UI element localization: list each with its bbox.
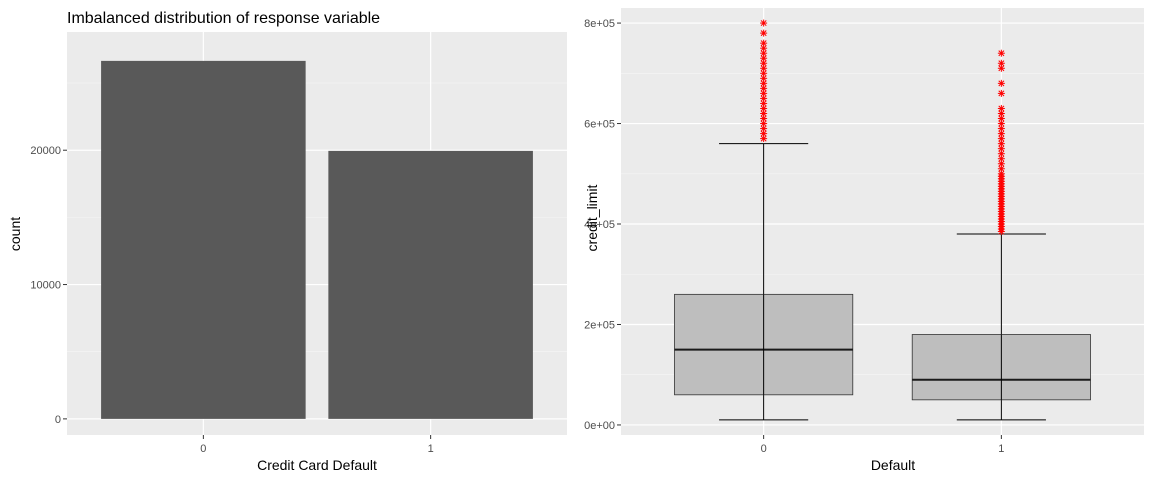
bar-chart-x-tick-label: 0 bbox=[200, 443, 206, 455]
boxplot-x-tick-label: 1 bbox=[998, 443, 1004, 455]
bar-1 bbox=[328, 150, 533, 419]
outlier-point bbox=[997, 104, 1005, 112]
outlier-point bbox=[760, 79, 768, 87]
box-1 bbox=[911, 49, 1091, 421]
bar-chart-title: Imbalanced distribution of response vari… bbox=[67, 10, 380, 27]
box-0 bbox=[674, 19, 854, 421]
boxplot-y-tick-label: 8e+05 bbox=[584, 18, 615, 30]
outlier-point bbox=[760, 109, 768, 117]
outlier-point bbox=[760, 49, 768, 57]
boxplot-y-tick-label: 4e+05 bbox=[584, 219, 615, 231]
outlier-point bbox=[997, 59, 1005, 67]
bar-0 bbox=[101, 60, 306, 419]
boxplot-x-tick-label: 0 bbox=[761, 443, 767, 455]
outlier-point bbox=[997, 89, 1005, 97]
outlier-point bbox=[760, 130, 768, 138]
outlier-point bbox=[997, 49, 1005, 57]
boxplot-y-tick-label: 6e+05 bbox=[584, 119, 615, 131]
bar-chart-y-tick-label: 0 bbox=[55, 414, 61, 426]
boxplot-boxes bbox=[674, 19, 1091, 421]
outlier-point bbox=[760, 19, 768, 27]
outlier-point bbox=[760, 69, 768, 77]
outlier-point bbox=[760, 54, 768, 62]
outlier-point bbox=[997, 125, 1005, 133]
bar-chart-y-tick-label: 10000 bbox=[30, 280, 61, 292]
boxplot-x-axis-title: Default bbox=[871, 457, 915, 473]
bar-chart-x-tick-label: 1 bbox=[428, 443, 434, 455]
bar-chart-x-axis-title: Credit Card Default bbox=[257, 457, 377, 473]
outlier-point bbox=[997, 109, 1005, 117]
bar-chart-y-ticks: 0 10000 20000 bbox=[30, 145, 67, 426]
outlier-point bbox=[760, 29, 768, 37]
bar-chart-bars bbox=[101, 60, 533, 419]
bar-chart-y-axis-title: count bbox=[7, 217, 23, 251]
boxplot-y-ticks: 0e+00 2e+05 4e+05 6e+05 8e+05 bbox=[584, 18, 621, 432]
boxplot-y-tick-label: 0e+00 bbox=[584, 420, 615, 432]
bar-chart-y-tick-label: 20000 bbox=[30, 145, 61, 157]
outlier-point bbox=[760, 94, 768, 102]
boxplot-y-axis-title: credit_limit bbox=[584, 184, 600, 251]
boxplot-y-tick-label: 2e+05 bbox=[584, 319, 615, 331]
outlier-point bbox=[760, 39, 768, 47]
outlier-point bbox=[997, 79, 1005, 87]
outlier-point bbox=[760, 99, 768, 107]
